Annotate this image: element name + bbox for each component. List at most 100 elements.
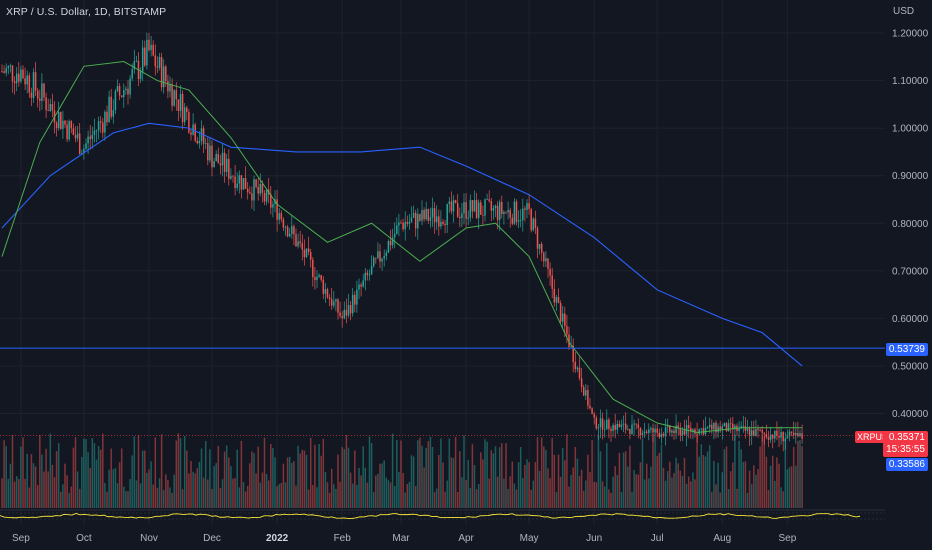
time-tick-label: Nov — [140, 533, 158, 544]
volume-bar — [314, 444, 316, 508]
candle-body — [501, 201, 503, 214]
volume-bar — [492, 453, 495, 508]
candle-body — [343, 309, 346, 319]
volume-bar — [288, 456, 291, 508]
candle-body — [412, 212, 415, 218]
volume-bar — [648, 478, 650, 508]
volume-bar — [763, 436, 766, 508]
candle-body — [179, 93, 182, 111]
time-axis[interactable]: Sep Oct Nov Dec 2022 Feb Mar Apr May Jun Jul Aug Sep — [12, 533, 797, 544]
candle-body — [150, 44, 152, 51]
volume-bar — [160, 434, 163, 508]
candle-body — [198, 141, 201, 144]
candle-body — [620, 424, 623, 427]
candle-body — [219, 163, 222, 166]
candle-body — [95, 130, 98, 132]
candle-body — [587, 390, 589, 406]
candle-body — [236, 183, 238, 188]
volume-bar — [34, 466, 37, 508]
volume-bar — [32, 463, 35, 508]
volume-bar — [148, 469, 150, 508]
volume-bar — [238, 487, 241, 508]
candle-body — [547, 258, 549, 269]
candle-body — [110, 96, 112, 117]
candle-body — [721, 426, 724, 431]
volume-bar — [389, 482, 392, 508]
volume-bar — [721, 472, 724, 508]
volume-bar — [230, 466, 232, 508]
volume-bar — [769, 465, 772, 508]
candle-body — [648, 429, 650, 433]
volume-bar — [112, 469, 115, 508]
candle-body — [49, 104, 52, 112]
candle-body — [190, 132, 192, 135]
candle-body — [410, 217, 413, 222]
volume-bar — [204, 441, 207, 508]
price-tick-label: 0.40000 — [892, 409, 929, 420]
ma-price-label: 0.33586 — [885, 458, 928, 471]
volume-bar — [106, 491, 108, 508]
candle-body — [797, 433, 799, 437]
candle-body — [249, 192, 251, 194]
candle-body — [337, 299, 339, 313]
volume-bar — [654, 433, 656, 508]
candle-body — [450, 201, 453, 212]
volume-bar — [368, 436, 371, 508]
candle-body — [45, 97, 47, 111]
volume-bar — [774, 480, 776, 508]
volume-bar — [207, 479, 209, 508]
candle-body — [645, 431, 648, 433]
candle-body — [683, 430, 686, 435]
candle-body — [759, 430, 761, 431]
candle-body — [251, 193, 253, 201]
candle-body — [74, 135, 77, 139]
oscillator-line — [0, 513, 861, 519]
current-price-label: 0.35371 15:35:55 — [883, 431, 928, 457]
volume-bar — [629, 445, 631, 508]
volume-bar — [606, 442, 608, 508]
price-axis[interactable]: 1.20000 1.10000 1.00000 0.90000 0.80000 0.700… — [892, 29, 929, 421]
candle-body — [196, 140, 199, 144]
volume-bar — [322, 438, 325, 508]
candle-body — [280, 213, 283, 220]
candle-body — [284, 226, 287, 228]
candle-body — [690, 427, 692, 432]
volume-bar — [305, 454, 308, 508]
volume-bar — [236, 449, 238, 508]
volume-bar — [81, 456, 83, 508]
candle-body — [746, 428, 749, 431]
volume-bar — [379, 463, 381, 508]
volume-bar — [440, 438, 442, 508]
candle-body — [83, 148, 85, 154]
candle-body — [202, 128, 205, 144]
volume-bar — [526, 459, 528, 508]
volume-bar — [76, 471, 79, 508]
candle-body — [732, 423, 734, 430]
volume-bar — [215, 463, 217, 508]
volume-bar — [179, 438, 182, 508]
volume-bar — [339, 481, 341, 508]
volume-bar — [110, 448, 112, 508]
candle-body — [106, 111, 108, 123]
candle-body — [522, 208, 524, 221]
candle-body — [34, 72, 37, 91]
volume-bar — [3, 440, 5, 508]
volume-bar — [39, 434, 41, 508]
candle-body — [175, 90, 178, 100]
candle-body — [253, 179, 255, 201]
volume-bar — [335, 488, 337, 508]
candle-body — [318, 275, 320, 277]
volume-bar — [87, 452, 89, 508]
candle-body — [261, 184, 264, 193]
volume-bar — [402, 473, 404, 508]
volume-bar — [465, 479, 467, 508]
candle-body — [610, 428, 612, 431]
candle-body — [64, 120, 66, 125]
volume-bar — [20, 446, 22, 508]
candle-body — [799, 433, 801, 437]
candle-body — [633, 423, 635, 425]
volume-bar — [228, 457, 230, 508]
volume-bar — [41, 454, 43, 508]
volume-bar — [425, 447, 427, 508]
